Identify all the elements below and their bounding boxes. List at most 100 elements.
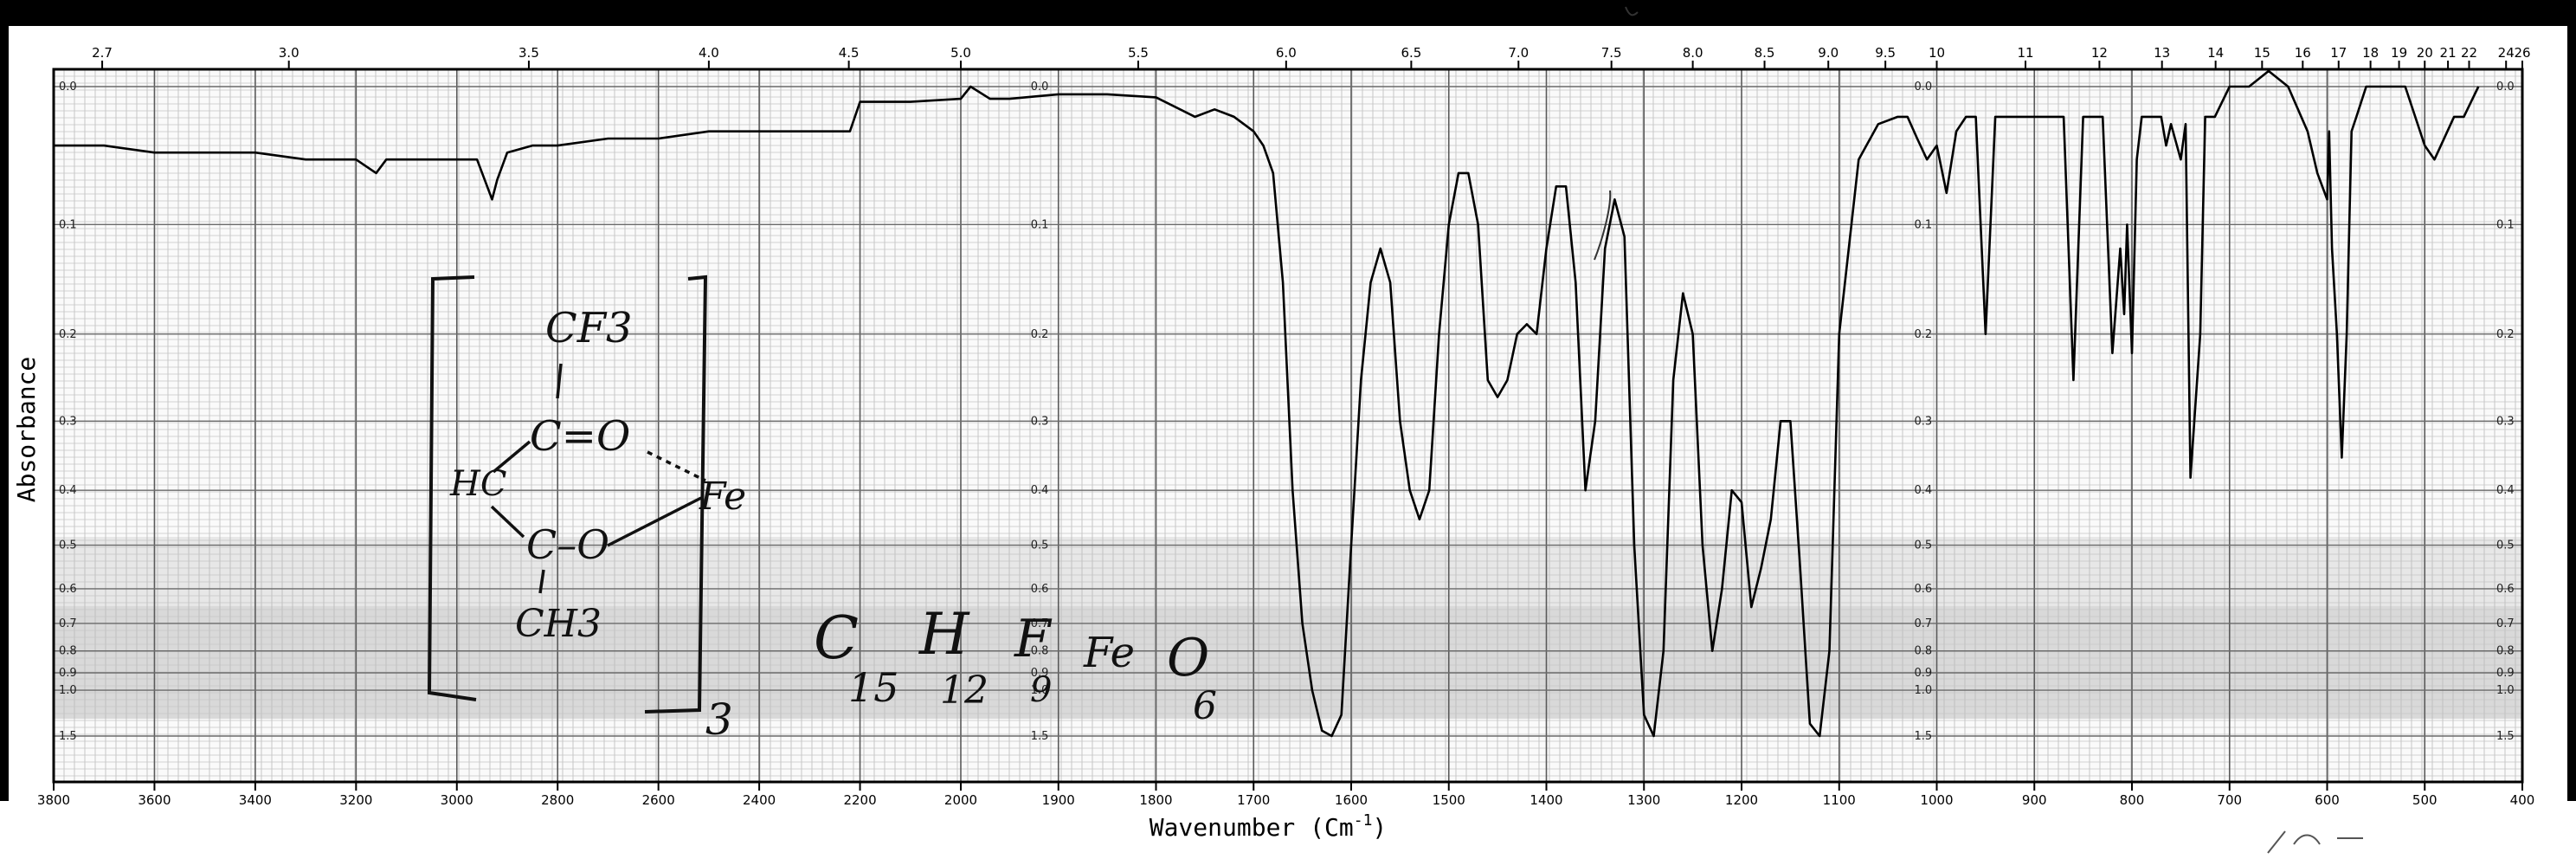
top-tick-label: 10	[1929, 45, 1945, 61]
bottom-tick-label: 1700	[1237, 792, 1270, 808]
absorbance-ticks: 0.0 0.0 0.0 0.0 0.1 0.1 0.1 0.1 0.2 0.2 0.2 0.2 0.3 0…	[59, 81, 2515, 743]
bottom-tick-label: 900	[2022, 792, 2047, 808]
formula-c: C	[814, 604, 859, 673]
absorbance-tick-label: 0.3	[2496, 415, 2515, 428]
absorbance-tick-label: 0.8	[59, 645, 77, 658]
bottom-tick-label: 600	[2315, 792, 2340, 808]
absorbance-tick-label: 0.2	[1031, 328, 1049, 341]
absorbance-tick-label: 0.2	[59, 328, 77, 341]
absorbance-tick-label: 0.9	[1031, 667, 1049, 680]
structure-cf3: CF3	[545, 304, 633, 352]
bond-o-fe	[647, 450, 706, 482]
bottom-tick-label: 700	[2217, 792, 2242, 808]
bottom-tick-label: 3800	[37, 792, 70, 808]
pen-mark-bottom-right	[2267, 830, 2363, 854]
absorbance-tick-label: 0.5	[1915, 539, 1933, 552]
y-axis-title: Absorbance	[12, 357, 41, 503]
absorbance-tick-label: 1.5	[2496, 730, 2515, 743]
top-tick-label: 8.5	[1755, 45, 1775, 61]
top-tick-label: 8.0	[1683, 45, 1703, 61]
plot-border	[52, 68, 2524, 784]
absorbance-tick-label: 0.6	[1031, 583, 1049, 596]
absorbance-tick-label: 0.8	[2496, 645, 2515, 658]
bracket-left	[427, 275, 477, 701]
bottom-tick-label: 1300	[1627, 792, 1660, 808]
top-tick-label: 3.5	[518, 45, 539, 61]
bottom-tick-label: 1500	[1433, 792, 1465, 808]
structure-hc: HC	[449, 464, 507, 504]
dark-band-mid	[54, 537, 2522, 606]
top-tick-label: 13	[2154, 45, 2170, 61]
absorbance-tick-label: 0.2	[2496, 328, 2515, 341]
formula-o-count: 6	[1193, 684, 1217, 728]
absorbance-tick-label: 0.5	[59, 539, 77, 552]
absorbance-tick-label: 0.8	[1915, 645, 1933, 658]
plot-frame	[52, 68, 2524, 784]
top-tick-label: 21	[2440, 45, 2457, 61]
top-tick-label: 19	[2391, 45, 2407, 61]
top-tick-label: 4.5	[839, 45, 860, 61]
bottom-tick-label: 400	[2510, 792, 2535, 808]
top-tick-label: 18	[2362, 45, 2379, 61]
absorbance-tick-label: 0.5	[2496, 539, 2515, 552]
top-black-band	[0, 0, 2576, 26]
structure-carbonyl: C=O	[530, 412, 630, 461]
absorbance-tick-label: 0.9	[59, 667, 77, 680]
absorbance-tick-label: 1.5	[1031, 730, 1049, 743]
bond-ch3	[538, 569, 545, 594]
bond-hc-down	[490, 505, 525, 539]
absorbance-tick-label: 0.4	[1031, 484, 1049, 497]
top-tick-label: 2.7	[92, 45, 113, 61]
structure-subscript: 3	[705, 694, 733, 745]
top-tick-label: 6.5	[1401, 45, 1421, 61]
top-tick-label: 7.5	[1601, 45, 1622, 61]
formula-h-count: 12	[940, 668, 989, 713]
bottom-tick-label: 800	[2120, 792, 2145, 808]
top-tick-label: 17	[2330, 45, 2347, 61]
formula-f-count: 9	[1030, 670, 1052, 710]
spectrum-line	[54, 69, 2480, 738]
absorbance-tick-label: 0.5	[1031, 539, 1049, 552]
absorbance-tick-label: 0.6	[1915, 583, 1933, 596]
absorbance-tick-label: 0.0	[1031, 81, 1049, 94]
absorbance-tick-label: 0.6	[59, 583, 77, 596]
bottom-tick-label: 1600	[1335, 792, 1368, 808]
formula-o: O	[1167, 628, 1209, 688]
top-tick-label: 5.5	[1128, 45, 1149, 61]
top-tick-label: 4.0	[699, 45, 719, 61]
structure-fe: Fe	[699, 475, 746, 519]
formula-fe: Fe	[1083, 629, 1135, 677]
absorbance-tick-label: 0.1	[1915, 218, 1933, 231]
absorbance-tick-label: 0.4	[1915, 484, 1933, 497]
top-tick-label: 15	[2254, 45, 2270, 61]
absorbance-tick-label: 0.8	[1031, 645, 1049, 658]
bottom-tick-label: 2600	[642, 792, 675, 808]
bottom-tick-label: 1400	[1530, 792, 1562, 808]
top-tick-label: 3.0	[279, 45, 299, 61]
absorbance-tick-label: 1.0	[1031, 684, 1049, 697]
bottom-tick-label: 1800	[1139, 792, 1172, 808]
absorbance-tick-label: 1.5	[59, 730, 77, 743]
bottom-tick-label: 1100	[1823, 792, 1856, 808]
y-axis-label: Absorbance	[12, 357, 41, 503]
bottom-tick-label: 2200	[843, 792, 876, 808]
bottom-tick-label: 3600	[138, 792, 171, 808]
top-tick-label: 14	[2207, 45, 2224, 61]
bottom-tick-label: 1000	[1920, 792, 1953, 808]
bottom-tick-label: 3200	[339, 792, 372, 808]
absorbance-tick-label: 1.0	[1915, 684, 1933, 697]
bottom-tick-label: 2800	[541, 792, 574, 808]
left-frame	[0, 0, 9, 801]
absorbance-tick-label: 1.0	[2496, 684, 2515, 697]
right-frame	[2567, 0, 2576, 801]
bottom-tick-label: 1200	[1725, 792, 1758, 808]
absorbance-tick-label: 0.7	[1915, 617, 1933, 630]
absorbance-tick-label: 0.1	[1031, 218, 1049, 231]
bottom-tick-label: 2400	[743, 792, 776, 808]
top-tick-label: 7.0	[1508, 45, 1529, 61]
top-tick-label: 12	[2091, 45, 2108, 61]
absorbance-tick-label: 0.7	[1031, 617, 1049, 630]
absorbance-tick-label: 0.4	[2496, 484, 2515, 497]
absorbance-tick-label: 0.2	[1915, 328, 1933, 341]
